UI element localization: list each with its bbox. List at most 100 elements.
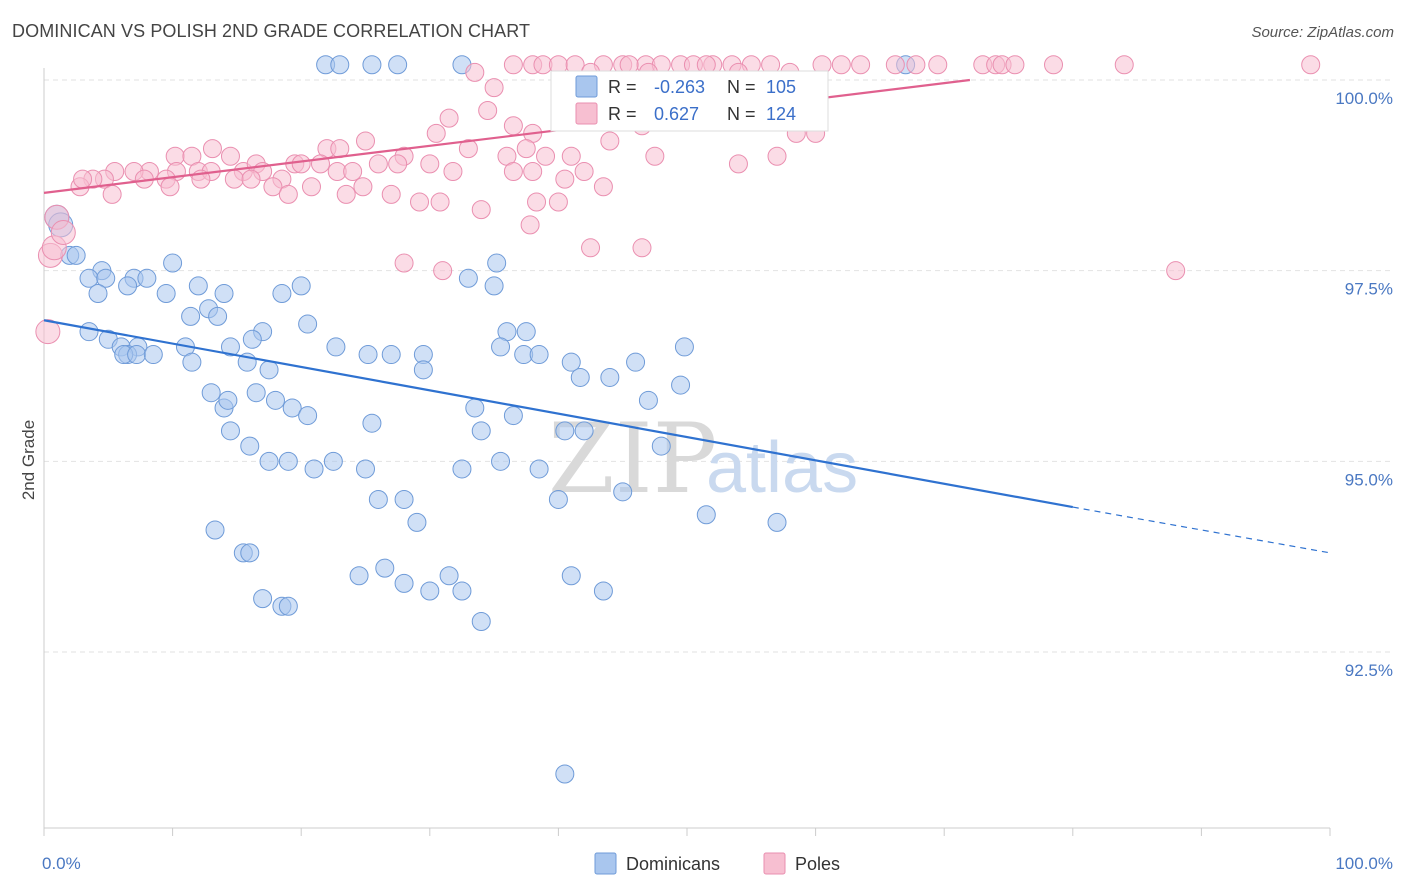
y-tick-label-3: 100.0%: [1335, 89, 1393, 108]
dominicans-point-68: [218, 390, 238, 410]
poles-point-82: [574, 162, 594, 182]
poles-point-18: [885, 55, 905, 75]
poles-point-0: [503, 55, 523, 75]
dominicans-point-64: [282, 398, 302, 418]
legend-label-poles: Poles: [795, 854, 840, 874]
poles-point-80: [523, 162, 543, 182]
poles-point-108: [430, 192, 450, 212]
dominicans-point-29: [458, 268, 478, 288]
poles-point-57: [536, 146, 556, 166]
dominicans-point-101: [452, 581, 472, 601]
poles-point-16: [831, 55, 851, 75]
dominicans-point-41: [326, 337, 346, 357]
poles-point-43: [600, 131, 620, 151]
dominicans-point-43: [381, 345, 401, 365]
dominicans-point-75: [651, 436, 671, 456]
poles-point-30: [465, 62, 485, 82]
dominicans-point-19: [118, 276, 138, 296]
dominicans-point-95: [240, 543, 260, 563]
poles-point-41: [478, 101, 498, 121]
dominicans-point-78: [259, 451, 279, 471]
poles-point-99: [224, 169, 244, 189]
dominicans-point-53: [143, 345, 163, 365]
dominicans-point-15: [163, 253, 183, 273]
poles-point-114: [632, 238, 652, 258]
stats-n-label-dominicans: N =: [727, 77, 756, 97]
dominicans-point-56: [259, 360, 279, 380]
dominicans-point-33: [79, 322, 99, 342]
poles-point-122: [50, 220, 76, 246]
poles-point-115: [1166, 261, 1186, 281]
dominicans-point-20: [156, 284, 176, 304]
dominicans-point-79: [278, 451, 298, 471]
dominicans-point-39: [220, 337, 240, 357]
dominicans-point-62: [246, 383, 266, 403]
poles-point-19: [906, 55, 926, 75]
dominicans-point-76: [220, 421, 240, 441]
dominicans-points: [44, 55, 916, 784]
y-tick-labels: 92.5% 95.0% 97.5% 100.0%: [1335, 89, 1393, 680]
dominicans-point-47: [529, 345, 549, 365]
axes: [43, 68, 1331, 836]
y-tick-label-1: 95.0%: [1345, 470, 1393, 489]
stats-r-label-poles: R =: [608, 104, 637, 124]
dominicans-point-58: [570, 367, 590, 387]
dominicans-point-77: [240, 436, 260, 456]
dominicans-point-48: [561, 352, 581, 372]
legend-label-dominicans: Dominicans: [626, 854, 720, 874]
dominicans-point-30: [484, 276, 504, 296]
poles-point-64: [202, 139, 222, 159]
dominicans-point-24: [208, 306, 228, 326]
poles-point-71: [291, 154, 311, 174]
poles-point-51: [356, 131, 375, 151]
dominicans-point-66: [201, 383, 221, 403]
dominicans-point-87: [613, 482, 633, 502]
poles-point-60: [728, 154, 748, 174]
poles-point-110: [527, 192, 547, 212]
poles-point-105: [353, 177, 373, 197]
y-tick-label-0: 92.5%: [1345, 661, 1393, 680]
poles-point-100: [241, 169, 261, 189]
poles-point-79: [503, 162, 523, 182]
dominicans-point-83: [452, 459, 472, 479]
poles-point-76: [388, 154, 408, 174]
dominicans-trend-line: [43, 319, 1073, 509]
dominicans-point-22: [291, 276, 311, 296]
dominicans-point-72: [503, 406, 523, 426]
poles-point-111: [548, 192, 568, 212]
y-axis-title: 2nd Grade: [19, 420, 38, 500]
dominicans-point-85: [529, 459, 549, 479]
x-tick-label-min: 0.0%: [42, 854, 81, 873]
dominicans-point-3: [388, 55, 408, 75]
poles-point-26: [1114, 55, 1134, 75]
dominicans-point-98: [394, 573, 414, 593]
poles-point-94: [73, 169, 93, 189]
dominicans-point-9: [66, 245, 86, 265]
poles-point-75: [368, 154, 388, 174]
dominicans-point-52: [127, 345, 147, 365]
dominicans-point-84: [491, 451, 511, 471]
dominicans-point-65: [298, 406, 318, 426]
dominicans-point-89: [767, 512, 787, 532]
poles-point-61: [767, 146, 787, 166]
poles-point-102: [278, 184, 298, 204]
y-tick-label-2: 97.5%: [1345, 280, 1393, 299]
stats-r-value-poles: 0.627: [654, 104, 699, 124]
poles-point-116: [394, 253, 414, 273]
poles-point-36: [484, 78, 504, 98]
poles-point-27: [1301, 55, 1321, 75]
dominicans-point-40: [242, 329, 262, 349]
poles-point-74: [343, 162, 363, 182]
poles-point-65: [220, 146, 240, 166]
chart-title: DOMINICAN VS POLISH 2ND GRADE CORRELATIO…: [12, 21, 531, 41]
source-label: Source: ZipAtlas.com: [1251, 24, 1394, 41]
dominicans-point-42: [358, 345, 378, 365]
poles-point-53: [426, 123, 446, 143]
poles-point-106: [381, 184, 401, 204]
poles-point-59: [645, 146, 665, 166]
dominicans-point-57: [413, 360, 433, 380]
dominicans-point-80: [304, 459, 324, 479]
dominicans-point-92: [394, 489, 414, 509]
poles-point-95: [102, 184, 122, 204]
watermark-atlas: atlas: [706, 428, 858, 508]
